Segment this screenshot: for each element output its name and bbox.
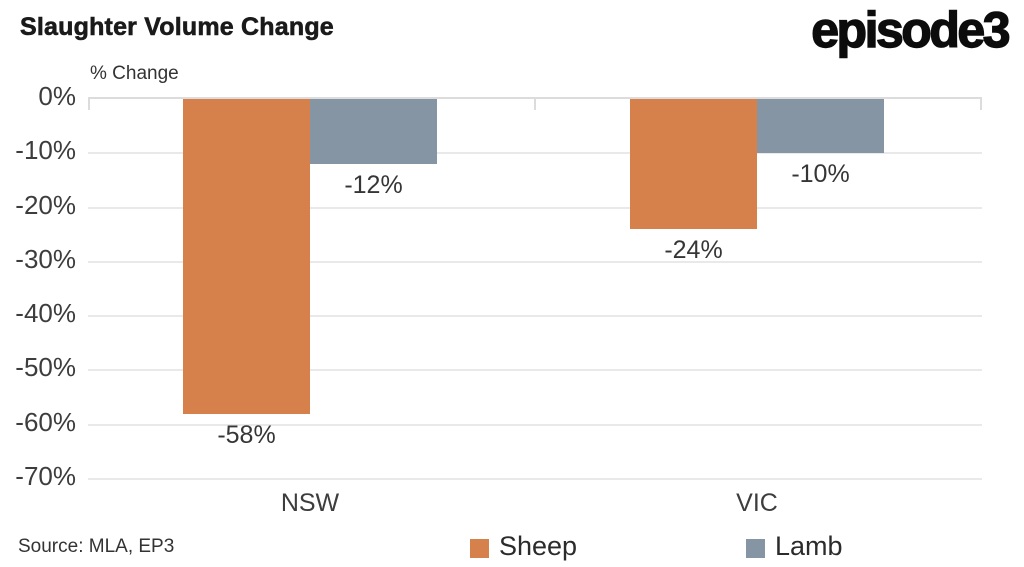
bar-sheep-vic <box>630 99 757 230</box>
page-title: Slaughter Volume Change <box>20 13 334 42</box>
y-tick-label: -70% <box>15 461 76 491</box>
bar-sheep-nsw <box>183 99 310 414</box>
y-tick-label: -50% <box>15 352 76 383</box>
legend-label: Lamb <box>775 531 843 561</box>
gridline <box>88 423 982 426</box>
axis-tick <box>88 99 90 110</box>
legend-item-lamb: Lamb <box>746 531 843 562</box>
x-category-label: NSW <box>280 489 340 517</box>
gridline <box>88 369 982 372</box>
source-note: Source: MLA, EP3 <box>18 536 175 557</box>
bar-lamb-vic <box>757 99 884 154</box>
bar-lamb-nsw <box>310 99 437 165</box>
data-label: -24% <box>664 236 723 265</box>
x-category-label: VIC <box>736 489 778 517</box>
legend-label: Sheep <box>499 531 578 561</box>
gridline <box>88 206 982 209</box>
legend-swatch-sheep <box>470 538 489 558</box>
data-label: -58% <box>217 420 276 449</box>
data-label: -10% <box>791 160 850 189</box>
gridline <box>88 478 982 480</box>
axis-tick <box>980 99 982 110</box>
y-tick-label: 0% <box>38 81 76 111</box>
y-tick-label: -20% <box>15 189 76 220</box>
y-axis-title: % Change <box>90 63 179 84</box>
axis-tick <box>534 99 536 110</box>
y-tick-label: -30% <box>15 243 76 274</box>
y-tick-label: -40% <box>15 298 76 329</box>
data-label: -12% <box>344 171 403 200</box>
gridline <box>88 315 982 318</box>
gridline <box>88 152 982 155</box>
y-tick-label: -60% <box>15 406 76 437</box>
gridline <box>88 260 982 263</box>
y-tick-label: -10% <box>15 135 76 166</box>
legend-item-sheep: Sheep <box>470 531 577 562</box>
legend-swatch-lamb <box>746 538 765 558</box>
episode3-logo: episode3 <box>811 1 1012 58</box>
plot-area: -58% -24% -12% -10% <box>88 97 982 480</box>
